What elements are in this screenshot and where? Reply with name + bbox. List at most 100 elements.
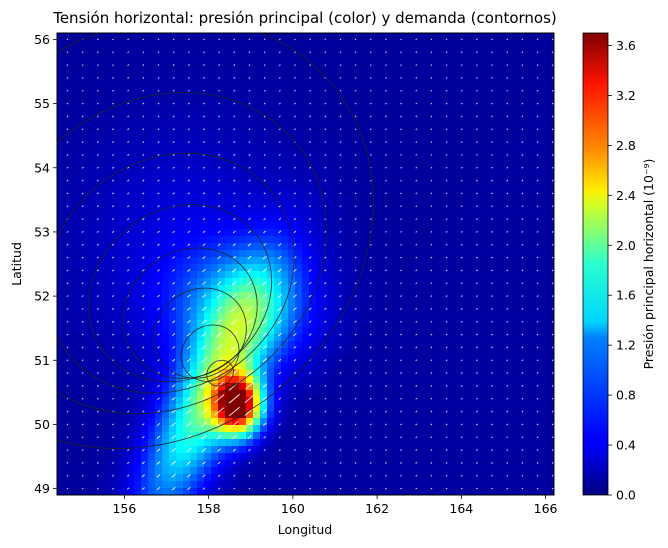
field-cell bbox=[428, 187, 436, 195]
field-cell bbox=[267, 145, 275, 153]
field-cell bbox=[400, 54, 408, 62]
field-cell bbox=[64, 166, 72, 174]
field-cell bbox=[120, 264, 128, 272]
field-cell bbox=[512, 82, 520, 90]
field-cell bbox=[379, 236, 387, 244]
field-cell bbox=[148, 418, 156, 426]
field-cell bbox=[127, 159, 135, 167]
stress-vector bbox=[142, 282, 145, 285]
field-cell bbox=[442, 439, 450, 447]
field-cell bbox=[253, 285, 261, 293]
field-cell bbox=[435, 348, 443, 356]
field-cell bbox=[155, 320, 163, 328]
field-cell bbox=[120, 47, 128, 55]
field-cell bbox=[148, 432, 156, 440]
stress-vector bbox=[81, 179, 84, 182]
field-cell bbox=[204, 460, 212, 468]
field-cell bbox=[386, 222, 394, 230]
field-cell bbox=[120, 285, 128, 293]
field-cell bbox=[281, 68, 289, 76]
field-cell bbox=[204, 47, 212, 55]
stress-vector bbox=[157, 38, 160, 41]
field-cell bbox=[57, 243, 65, 251]
field-cell bbox=[379, 173, 387, 181]
field-cell bbox=[351, 75, 359, 83]
field-cell bbox=[351, 271, 359, 279]
field-cell bbox=[309, 110, 317, 118]
stress-vector bbox=[171, 435, 177, 440]
field-cell bbox=[183, 474, 191, 482]
field-cell bbox=[379, 145, 387, 153]
field-cell bbox=[379, 33, 387, 41]
field-cell bbox=[540, 180, 548, 188]
field-cell bbox=[295, 187, 303, 195]
field-cell bbox=[288, 152, 296, 160]
field-cell bbox=[232, 348, 240, 356]
field-cell bbox=[407, 474, 415, 482]
field-cell bbox=[183, 313, 191, 321]
field-cell bbox=[435, 418, 443, 426]
field-cell bbox=[113, 411, 121, 419]
field-cell bbox=[71, 47, 79, 55]
field-cell bbox=[197, 306, 205, 314]
field-cell bbox=[176, 285, 184, 293]
field-cell bbox=[351, 376, 359, 384]
field-cell bbox=[400, 271, 408, 279]
field-cell bbox=[400, 376, 408, 384]
field-cell bbox=[498, 327, 506, 335]
field-cell bbox=[225, 271, 233, 279]
field-cell bbox=[463, 488, 471, 495]
field-cell bbox=[386, 208, 394, 216]
field-cell bbox=[295, 376, 303, 384]
field-cell bbox=[57, 299, 65, 307]
field-cell bbox=[176, 355, 184, 363]
field-cell bbox=[470, 243, 478, 251]
field-cell bbox=[351, 425, 359, 433]
field-cell bbox=[337, 327, 345, 335]
field-cell bbox=[218, 383, 226, 391]
field-cell bbox=[106, 285, 114, 293]
stress-vector bbox=[112, 102, 114, 105]
field-cell bbox=[71, 285, 79, 293]
field-cell bbox=[540, 138, 548, 146]
field-cell bbox=[323, 243, 331, 251]
field-cell bbox=[71, 397, 79, 405]
field-cell bbox=[547, 173, 554, 181]
field-cell bbox=[113, 362, 121, 370]
field-cell bbox=[533, 411, 541, 419]
field-cell bbox=[477, 257, 485, 265]
field-cell bbox=[540, 404, 548, 412]
stress-vector bbox=[81, 256, 84, 259]
field-cell bbox=[162, 68, 170, 76]
field-cell bbox=[414, 54, 422, 62]
field-cell bbox=[477, 103, 485, 111]
field-cell bbox=[218, 425, 226, 433]
field-cell bbox=[141, 446, 149, 454]
field-cell bbox=[519, 145, 527, 153]
field-cell bbox=[477, 299, 485, 307]
stress-vector bbox=[142, 256, 145, 259]
field-cell bbox=[211, 278, 219, 286]
field-cell bbox=[309, 397, 317, 405]
field-cell bbox=[71, 327, 79, 335]
field-cell bbox=[449, 439, 457, 447]
field-cell bbox=[134, 166, 142, 174]
field-cell bbox=[477, 166, 485, 174]
field-cell bbox=[330, 117, 338, 125]
field-cell bbox=[505, 96, 513, 104]
field-cell bbox=[365, 397, 373, 405]
field-cell bbox=[295, 453, 303, 461]
field-cell bbox=[498, 390, 506, 398]
field-cell bbox=[141, 481, 149, 489]
field-cell bbox=[225, 33, 233, 41]
field-cell bbox=[547, 103, 554, 111]
field-cell bbox=[470, 152, 478, 160]
field-cell bbox=[505, 229, 513, 237]
field-cell bbox=[435, 460, 443, 468]
field-cell bbox=[533, 201, 541, 209]
field-cell bbox=[57, 418, 65, 426]
field-cell bbox=[379, 453, 387, 461]
field-cell bbox=[85, 222, 93, 230]
field-cell bbox=[344, 257, 352, 265]
stress-vector bbox=[96, 64, 99, 66]
